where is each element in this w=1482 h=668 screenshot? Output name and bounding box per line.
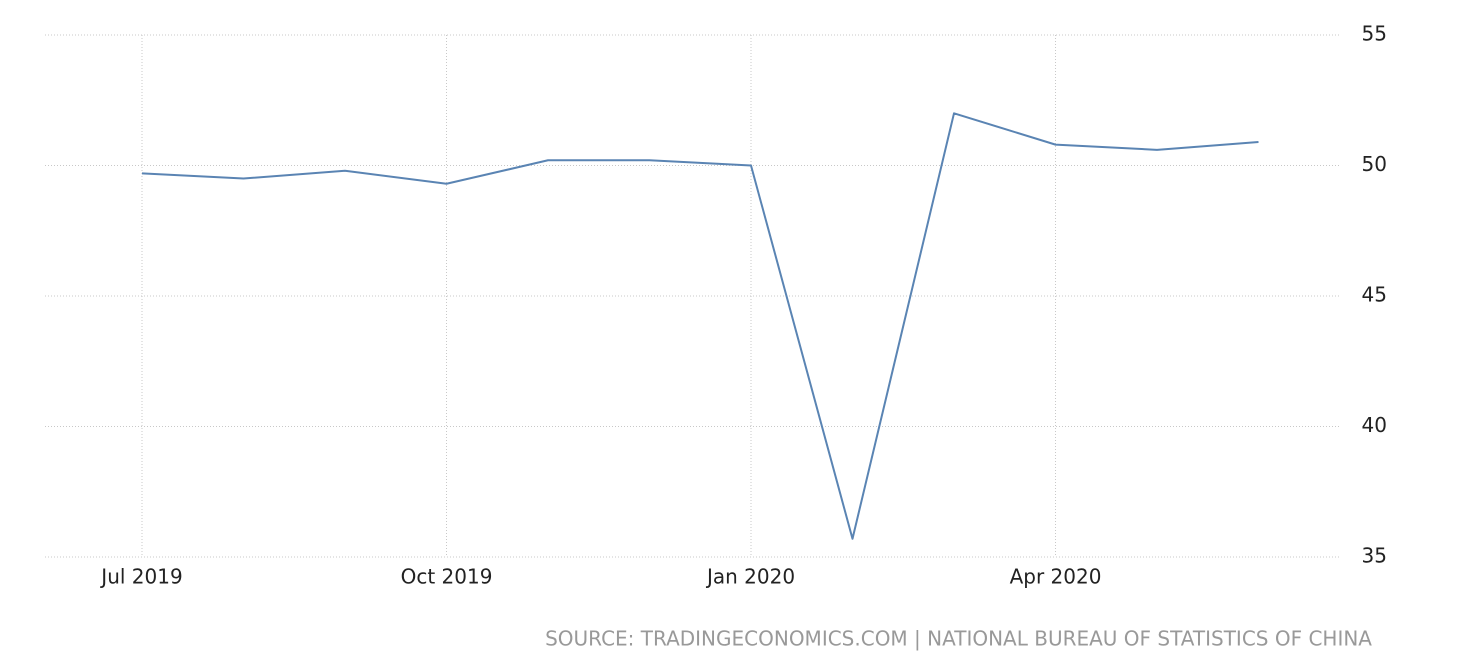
x-tick-label: Oct 2019 xyxy=(401,565,493,589)
y-tick-label: 45 xyxy=(1362,283,1387,307)
x-tick-label: Jan 2020 xyxy=(705,565,795,589)
line xyxy=(141,112,1259,540)
x-tick-label: Apr 2020 xyxy=(1010,565,1102,589)
y-tick-label: 35 xyxy=(1362,544,1387,568)
x-tick-label: Jul 2019 xyxy=(99,565,182,589)
y-tick-label: 40 xyxy=(1362,413,1387,437)
source: SOURCE: TRADINGECONOMICS.COM | NATIONAL … xyxy=(545,627,1372,651)
y-tick-label: 55 xyxy=(1362,22,1387,46)
y-tick-label: 50 xyxy=(1362,152,1387,176)
